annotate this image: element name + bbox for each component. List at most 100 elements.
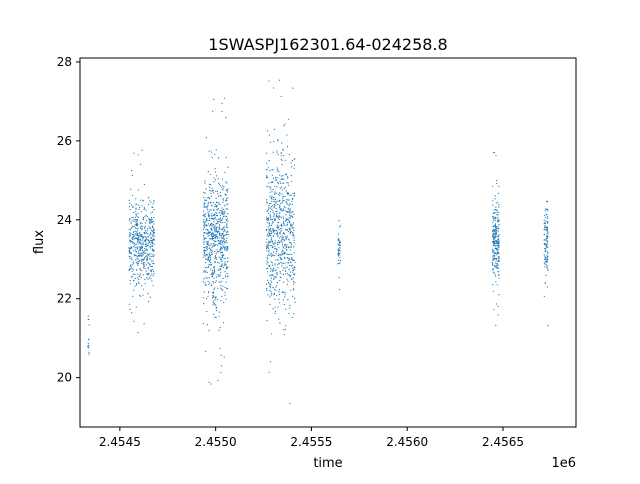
- data-point: [291, 200, 293, 203]
- data-point: [291, 166, 293, 168]
- data-point: [87, 346, 89, 348]
- data-point: [133, 320, 135, 322]
- data-point: [151, 255, 153, 258]
- data-point: [206, 271, 208, 274]
- data-point: [138, 278, 140, 281]
- data-point: [279, 187, 281, 189]
- data-point: [271, 262, 273, 264]
- data-point: [269, 289, 271, 292]
- data-point: [140, 238, 142, 240]
- data-point: [493, 228, 495, 230]
- data-point: [278, 291, 280, 293]
- data-point: [271, 254, 273, 256]
- data-point: [546, 208, 549, 210]
- data-point: [275, 286, 277, 288]
- data-point: [220, 236, 222, 238]
- data-point: [214, 237, 216, 240]
- data-point: [272, 231, 274, 233]
- data-point: [136, 215, 138, 218]
- data-point: [284, 186, 286, 188]
- data-point: [216, 214, 218, 217]
- data-point: [292, 211, 294, 213]
- data-point: [286, 244, 288, 246]
- data-point: [227, 166, 229, 168]
- data-point: [492, 152, 494, 154]
- data-point: [207, 256, 209, 258]
- data-point: [204, 270, 206, 272]
- data-point: [287, 218, 289, 220]
- data-point: [211, 239, 213, 241]
- data-point: [276, 167, 278, 169]
- data-point: [212, 276, 214, 278]
- data-point: [281, 242, 283, 244]
- data-point: [281, 178, 283, 180]
- data-point: [287, 274, 289, 276]
- data-point: [274, 247, 276, 250]
- data-point: [222, 233, 224, 235]
- data-point: [207, 205, 209, 207]
- data-point: [152, 233, 154, 235]
- data-point: [205, 218, 207, 221]
- data-point: [146, 248, 148, 250]
- data-point: [287, 146, 289, 148]
- data-point: [137, 236, 139, 238]
- data-point: [286, 211, 288, 213]
- data-point: [274, 263, 276, 265]
- data-point: [214, 281, 217, 283]
- data-point: [205, 284, 207, 286]
- data-point: [150, 219, 152, 221]
- data-point: [339, 240, 341, 242]
- data-point: [207, 266, 210, 268]
- data-point: [214, 236, 216, 238]
- data-point: [147, 278, 149, 280]
- data-point: [137, 264, 139, 266]
- data-point: [266, 289, 268, 291]
- data-point: [292, 270, 294, 272]
- data-point: [498, 256, 500, 258]
- data-point: [495, 246, 497, 248]
- data-point: [139, 268, 141, 270]
- data-point: [493, 225, 495, 227]
- data-point: [148, 263, 150, 265]
- data-point: [152, 245, 154, 247]
- data-point: [267, 246, 269, 248]
- data-point: [145, 232, 147, 234]
- data-point: [207, 231, 209, 234]
- data-point: [497, 251, 499, 253]
- data-point: [132, 269, 134, 271]
- data-point: [273, 214, 275, 216]
- data-point: [267, 130, 269, 132]
- data-point: [288, 208, 290, 210]
- data-point: [284, 159, 286, 161]
- data-point: [137, 234, 139, 236]
- data-point: [273, 293, 275, 295]
- data-point: [145, 209, 147, 211]
- data-point: [225, 198, 227, 200]
- data-point: [137, 229, 139, 231]
- data-point: [217, 261, 219, 264]
- data-point: [141, 228, 143, 230]
- data-point: [132, 261, 134, 263]
- data-point: [223, 301, 225, 304]
- data-point: [202, 221, 204, 223]
- data-point: [286, 283, 288, 285]
- data-point: [213, 234, 215, 236]
- data-point: [494, 252, 496, 254]
- data-point: [219, 265, 221, 267]
- data-point: [135, 254, 137, 256]
- data-point: [218, 219, 220, 221]
- data-point: [211, 230, 213, 232]
- data-point: [203, 202, 205, 204]
- data-point: [148, 258, 151, 260]
- data-point: [266, 248, 268, 250]
- data-point: [204, 182, 206, 184]
- data-point: [204, 192, 206, 194]
- data-point: [277, 203, 279, 206]
- data-point: [222, 237, 225, 239]
- data-point: [140, 225, 142, 227]
- data-point: [131, 226, 133, 229]
- data-point: [267, 226, 269, 228]
- data-point: [286, 192, 288, 194]
- data-point: [225, 156, 227, 159]
- y-tick-label: 22: [57, 292, 72, 306]
